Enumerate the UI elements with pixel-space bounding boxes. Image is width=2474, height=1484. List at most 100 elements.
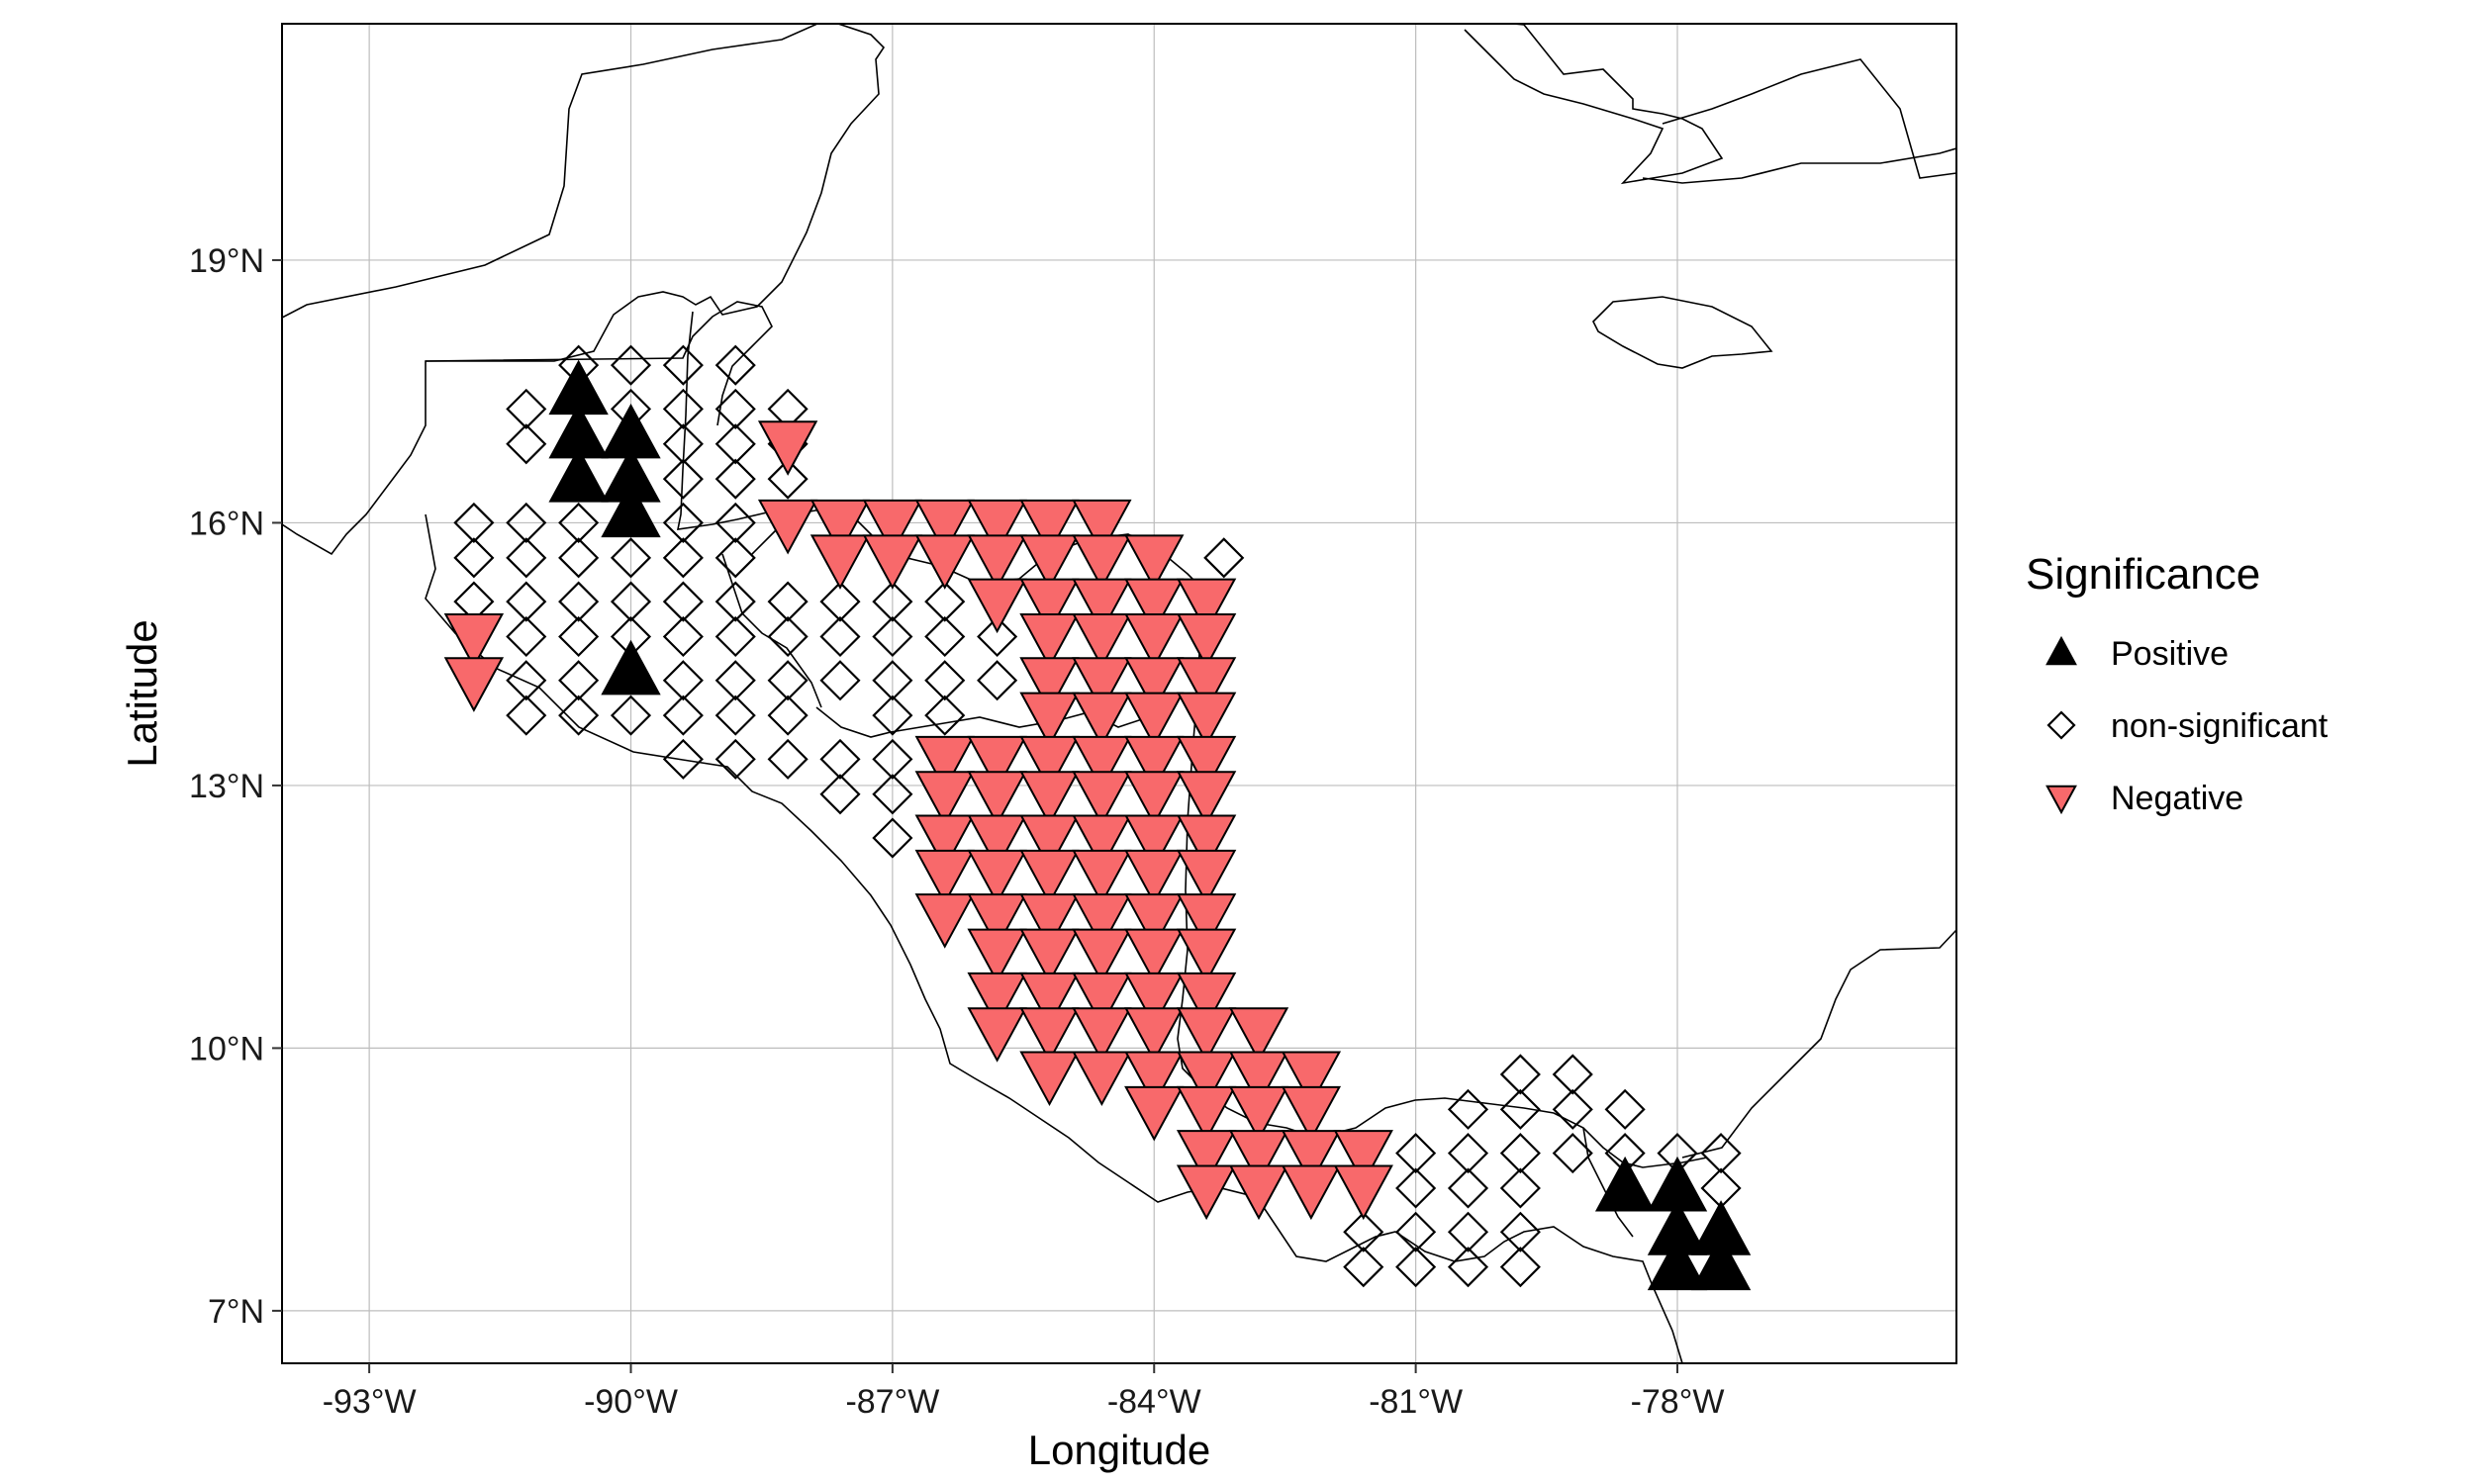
negative-point: [1019, 928, 1080, 984]
non-significant-point: [872, 695, 913, 736]
non-significant-point: [872, 774, 913, 815]
negative-point: [862, 499, 923, 555]
non-significant-point: [558, 344, 600, 386]
non-significant-point: [1604, 1133, 1646, 1174]
negative-point: [809, 499, 871, 555]
non-significant-point: [662, 344, 704, 386]
non-significant-point: [714, 344, 756, 386]
non-significant-point: [1447, 1133, 1489, 1174]
negative-point: [1176, 972, 1237, 1028]
non-significant-point: [662, 537, 704, 579]
negative-point: [1019, 735, 1080, 791]
x-tick-label: -93°W: [323, 1383, 417, 1421]
non-significant-point: [506, 388, 547, 429]
negative-point: [967, 771, 1027, 826]
positive-point: [1647, 1235, 1708, 1291]
coastline-jamaica: [1592, 296, 1773, 369]
positive-point: [548, 447, 609, 503]
negative-point: [1124, 771, 1185, 826]
non-significant-point: [767, 738, 809, 780]
negative-point: [1124, 1051, 1185, 1107]
non-significant-point: [506, 423, 547, 465]
non-significant-point: [819, 774, 861, 815]
non-significant-point: [662, 458, 704, 500]
non-significant-point: [1447, 1211, 1489, 1252]
non-significant-point: [610, 581, 652, 622]
y-tick-label: 10°N: [189, 1030, 264, 1067]
legend-label: Positive: [2111, 635, 2229, 673]
non-significant-point: [506, 502, 547, 543]
non-significant-point: [714, 615, 756, 658]
coastline-belize: [676, 311, 783, 530]
negative-point: [1124, 692, 1185, 748]
y-tick-label: 13°N: [189, 768, 264, 805]
x-tick-label: -84°W: [1107, 1383, 1201, 1421]
negative-point: [914, 814, 975, 871]
negative-point: [967, 578, 1027, 634]
non-significant-point: [714, 581, 756, 622]
coastline-isthmus: [425, 513, 1683, 1363]
legend-label: Negative: [2111, 780, 2243, 817]
negative-point: [1176, 692, 1237, 748]
negative-point: [1019, 972, 1080, 1028]
negative-point: [967, 928, 1027, 984]
non-significant-point: [506, 537, 547, 579]
non-significant-point: [1657, 1133, 1698, 1174]
non-significant-point: [977, 660, 1018, 701]
legend-label: non-significant: [2111, 707, 2329, 745]
non-significant-point: [453, 537, 495, 579]
negative-point: [1019, 692, 1080, 748]
non-significant-point: [1395, 1247, 1437, 1288]
x-tick-label: -90°W: [584, 1383, 678, 1421]
non-significant-point: [767, 695, 809, 736]
non-significant-point: [1499, 1247, 1541, 1288]
non-significant-point: [714, 423, 756, 465]
non-significant-point: [1447, 1247, 1489, 1288]
negative-point: [1228, 1130, 1289, 1185]
negative-point: [1228, 1051, 1289, 1107]
negative-point: [1124, 972, 1185, 1028]
negative-point: [1072, 657, 1132, 712]
non-significant-point: [558, 502, 600, 543]
negative-point: [1019, 1007, 1080, 1063]
x-tick-label: -78°W: [1631, 1383, 1725, 1421]
non-significant-point: [1447, 1088, 1489, 1130]
non-significant-point: [662, 581, 704, 622]
negative-point: [1176, 814, 1237, 871]
negative-point: [1124, 1085, 1185, 1142]
negative-point: [1019, 893, 1080, 949]
negative-point: [1176, 849, 1237, 905]
negative-point: [914, 534, 975, 590]
negative-point: [1072, 1007, 1132, 1063]
non-significant-point: [872, 581, 913, 622]
negative-point: [1176, 1051, 1237, 1107]
negative-point: [1176, 657, 1237, 712]
negative-point: [1228, 1085, 1289, 1142]
non-significant-point: [714, 738, 756, 780]
negative-point: [1072, 534, 1132, 590]
negative-point: [1176, 1085, 1237, 1142]
non-significant-point: [610, 344, 652, 386]
non-significant-point: [1700, 1167, 1742, 1209]
negative-point: [1124, 928, 1185, 984]
negative-point: [967, 1007, 1027, 1063]
negative-point: [1019, 612, 1080, 669]
coastline-yucatan: [282, 24, 886, 556]
non-significant-point: [977, 615, 1018, 658]
non-significant-point: [1552, 1088, 1593, 1130]
negative-point: [914, 893, 975, 949]
negative-point: [1019, 1051, 1080, 1107]
non-significant-point: [924, 581, 966, 622]
non-significant-point: [558, 581, 600, 622]
non-significant-point: [1395, 1211, 1437, 1252]
negative-point: [1072, 612, 1132, 669]
y-tick-label: 7°N: [208, 1293, 264, 1331]
non-significant-point: [558, 695, 600, 736]
legend-key-positive-point: [2046, 635, 2077, 666]
non-significant-point: [1447, 1167, 1489, 1209]
negative-point: [1124, 657, 1185, 712]
negative-point: [1228, 1164, 1289, 1221]
non-significant-point: [506, 695, 547, 736]
non-significant-point: [558, 615, 600, 658]
